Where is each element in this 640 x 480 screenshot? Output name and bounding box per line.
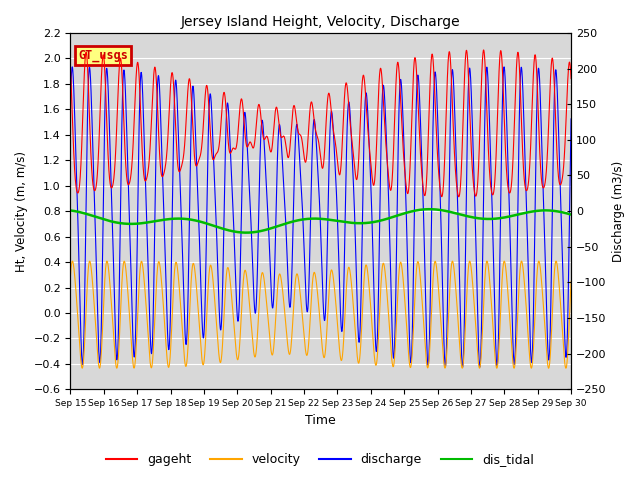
- dis_tidal: [440, 208, 448, 214]
- discharge: [157, 136, 165, 142]
- velocity: [67, 274, 74, 280]
- discharge: [500, 64, 508, 70]
- X-axis label: Time: Time: [305, 414, 336, 427]
- Line: gageht: gageht: [70, 50, 571, 197]
- Text: GT_usgs: GT_usgs: [78, 49, 128, 62]
- gageht: [480, 47, 488, 53]
- dis_tidal: [243, 230, 250, 236]
- gageht: [455, 194, 463, 200]
- dis_tidal: [367, 220, 374, 226]
- Line: dis_tidal: dis_tidal: [70, 209, 571, 233]
- velocity: [440, 361, 448, 367]
- gageht: [392, 79, 400, 85]
- discharge: [567, 116, 575, 122]
- discharge: [392, 279, 400, 285]
- gageht: [567, 76, 575, 82]
- discharge: [367, 178, 374, 183]
- dis_tidal: [426, 206, 433, 212]
- velocity: [392, 329, 400, 335]
- velocity: [478, 337, 486, 343]
- Title: Jersey Island Height, Velocity, Discharge: Jersey Island Height, Velocity, Discharg…: [181, 15, 461, 29]
- Legend: gageht, velocity, discharge, dis_tidal: gageht, velocity, discharge, dis_tidal: [101, 448, 539, 471]
- dis_tidal: [479, 216, 486, 222]
- discharge: [67, 107, 74, 112]
- gageht: [67, 63, 74, 69]
- velocity: [258, 271, 266, 277]
- Y-axis label: Ht, Velocity (m, m/s): Ht, Velocity (m, m/s): [15, 151, 28, 272]
- dis_tidal: [258, 228, 266, 234]
- dis_tidal: [157, 217, 165, 223]
- dis_tidal: [392, 213, 400, 219]
- Line: discharge: discharge: [70, 67, 571, 367]
- velocity: [552, 258, 560, 264]
- gageht: [258, 122, 266, 128]
- dis_tidal: [67, 207, 74, 213]
- gageht: [157, 171, 165, 177]
- Line: velocity: velocity: [70, 261, 571, 368]
- Y-axis label: Discharge (m3/s): Discharge (m3/s): [612, 160, 625, 262]
- dis_tidal: [567, 212, 575, 217]
- gageht: [478, 63, 486, 69]
- velocity: [562, 365, 570, 371]
- discharge: [440, 341, 448, 347]
- gageht: [440, 172, 448, 178]
- discharge: [258, 119, 266, 125]
- velocity: [367, 303, 374, 309]
- velocity: [567, 278, 575, 284]
- discharge: [478, 288, 486, 294]
- velocity: [157, 276, 165, 282]
- gageht: [367, 159, 374, 165]
- discharge: [459, 364, 467, 370]
